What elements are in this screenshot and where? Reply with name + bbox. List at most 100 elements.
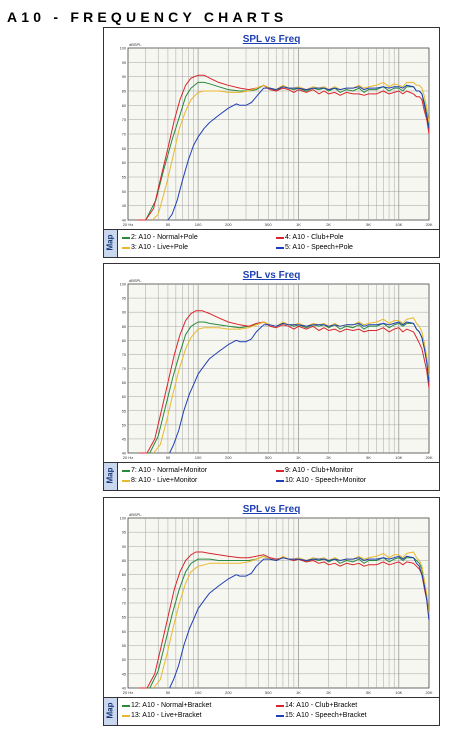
series-line-club xyxy=(139,551,430,689)
x-tick-label: 50 xyxy=(166,455,171,460)
x-tick-label: 100 xyxy=(195,222,202,227)
legend-item-speech: 5: A10 - Speech+Pole xyxy=(276,244,353,251)
x-tick-label: 10K xyxy=(395,222,402,227)
y-tick-label: 60 xyxy=(122,161,126,165)
y-tick-label: 95 xyxy=(122,297,126,301)
chart-title: SPL vs Freq xyxy=(243,34,301,45)
legend-item-normal: 2: A10 - Normal+Pole xyxy=(122,234,198,241)
y-tick-label: 70 xyxy=(122,602,126,606)
legend-label: 9: A10 - Club+Monitor xyxy=(285,467,353,474)
series-line-speech xyxy=(169,555,430,689)
x-tick-label: 100 xyxy=(195,690,202,695)
map-tab[interactable]: Map xyxy=(104,463,118,490)
legend-label: 7: A10 - Normal+Monitor xyxy=(131,467,208,474)
legend-swatch xyxy=(276,479,284,482)
y-axis-label: dBSPL xyxy=(129,512,142,517)
y-tick-label: 85 xyxy=(122,325,126,329)
y-tick-label: 45 xyxy=(122,437,126,441)
x-tick-label: 10K xyxy=(395,455,402,460)
legend-label: 10: A10 - Speech+Monitor xyxy=(285,477,367,484)
y-tick-label: 65 xyxy=(122,381,126,385)
y-tick-label: 40 xyxy=(122,219,126,223)
x-tick-label: 50 xyxy=(166,690,171,695)
y-tick-label: 100 xyxy=(120,47,126,51)
chart-legend: Map 12: A10 - Normal+Bracket 14: A10 - Clu… xyxy=(104,697,439,725)
map-tab[interactable]: Map xyxy=(104,230,118,257)
y-axis-label: dBSPL xyxy=(129,278,142,283)
series-line-club xyxy=(137,74,430,221)
y-tick-label: 60 xyxy=(122,395,126,399)
x-tick-label: 5K xyxy=(366,455,371,460)
y-tick-label: 50 xyxy=(122,658,126,662)
chart-title: SPL vs Freq xyxy=(243,270,301,281)
y-tick-label: 80 xyxy=(122,339,126,343)
page-title: A10 - FREQUENCY CHARTS xyxy=(7,9,288,25)
y-tick-label: 95 xyxy=(122,531,126,535)
legend-item-live: 8: A10 - Live+Monitor xyxy=(122,477,197,484)
y-tick-label: 50 xyxy=(122,190,126,194)
x-tick-label: 200 xyxy=(225,222,232,227)
chart-title: SPL vs Freq xyxy=(243,504,301,515)
y-tick-label: 90 xyxy=(122,545,126,549)
legend-swatch xyxy=(122,704,130,707)
y-tick-label: 100 xyxy=(120,517,126,521)
map-tab[interactable]: Map xyxy=(104,698,118,725)
y-tick-label: 85 xyxy=(122,559,126,563)
series-line-live xyxy=(153,317,430,454)
chart-legend: Map 7: A10 - Normal+Monitor 9: A10 - Club+… xyxy=(104,462,439,490)
legend-label: 5: A10 - Speech+Pole xyxy=(285,244,353,251)
legend-swatch xyxy=(276,469,284,472)
y-tick-label: 45 xyxy=(122,204,126,208)
y-tick-label: 65 xyxy=(122,147,126,151)
x-tick-label: 1K xyxy=(296,222,301,227)
x-tick-label: 500 xyxy=(265,455,272,460)
y-tick-label: 50 xyxy=(122,423,126,427)
y-tick-label: 80 xyxy=(122,573,126,577)
legend-item-live: 13: A10 - Live+Bracket xyxy=(122,712,202,719)
x-tick-label: 500 xyxy=(265,690,272,695)
y-tick-label: 75 xyxy=(122,118,126,122)
x-tick-label: 200 xyxy=(225,455,232,460)
series-line-live xyxy=(153,551,430,689)
legend-label: 15: A10 - Speech+Bracket xyxy=(285,712,367,719)
y-tick-label: 75 xyxy=(122,587,126,591)
legend-swatch xyxy=(276,236,284,239)
y-tick-label: 70 xyxy=(122,133,126,137)
map-label: Map xyxy=(105,702,115,719)
chart-panel-bracket: SPL vs Freq 100 95 90 85 80 75 70 65 60 55 50 45 40 dB… xyxy=(103,497,440,726)
legend-label: 4: A10 - Club+Pole xyxy=(285,234,344,241)
x-tick-label: 20 Hz xyxy=(123,455,133,460)
x-tick-label: 20K xyxy=(425,222,432,227)
y-tick-label: 45 xyxy=(122,672,126,676)
x-tick-label: 2K xyxy=(326,455,331,460)
y-axis-label: dBSPL xyxy=(129,42,142,47)
map-label: Map xyxy=(105,467,115,484)
legend-swatch xyxy=(122,246,130,249)
legend-label: 8: A10 - Live+Monitor xyxy=(131,477,198,484)
chart-panel-monitor: SPL vs Freq 100 95 90 85 80 75 70 65 60 55 50 45 40 dB… xyxy=(103,263,440,491)
series-line-live xyxy=(152,81,430,221)
x-tick-label: 200 xyxy=(225,690,232,695)
x-tick-label: 2K xyxy=(326,222,331,227)
y-tick-label: 95 xyxy=(122,61,126,65)
legend-label: 14: A10 - Club+Bracket xyxy=(285,702,358,709)
legend-item-club: 14: A10 - Club+Bracket xyxy=(276,702,357,709)
legend-swatch xyxy=(276,714,284,717)
x-tick-label: 5K xyxy=(366,690,371,695)
x-tick-label: 1K xyxy=(296,690,301,695)
y-tick-label: 55 xyxy=(122,176,126,180)
x-tick-label: 1K xyxy=(296,455,301,460)
chart-panel-pole: SPL vs Freq 100 95 90 85 80 75 70 65 60 55 50 45 40 dB… xyxy=(103,27,440,258)
y-tick-label: 75 xyxy=(122,353,126,357)
x-tick-label: 2K xyxy=(326,690,331,695)
x-tick-label: 5K xyxy=(366,222,371,227)
series-line-speech xyxy=(169,321,430,454)
y-tick-label: 90 xyxy=(122,75,126,79)
legend-item-live: 3: A10 - Live+Pole xyxy=(122,244,188,251)
legend-swatch xyxy=(122,714,130,717)
y-tick-label: 100 xyxy=(120,283,126,287)
y-tick-label: 55 xyxy=(122,409,126,413)
legend-item-normal: 12: A10 - Normal+Bracket xyxy=(122,702,211,709)
chart-legend: Map 2: A10 - Normal+Pole 4: A10 - Club+Pol… xyxy=(104,229,439,257)
map-label: Map xyxy=(105,234,115,251)
